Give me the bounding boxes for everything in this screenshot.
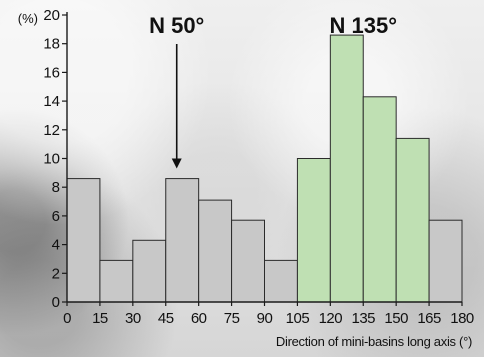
histogram-bar — [296, 158, 331, 303]
y-tick-label: 8 — [52, 179, 60, 196]
x-tick-label: 105 — [286, 310, 310, 327]
y-tick-label: 2 — [52, 265, 60, 282]
y-tick-label: 4 — [52, 237, 60, 254]
x-tick-label: 135 — [351, 310, 375, 327]
histogram-bar — [165, 178, 200, 303]
y-tick-label: 20 — [43, 7, 60, 24]
x-tick-label: 180 — [450, 310, 474, 327]
histogram-bar — [231, 219, 265, 303]
x-tick-label: 150 — [384, 310, 408, 327]
y-axis-label: (%) — [18, 11, 38, 26]
annotation-label: N 50° — [149, 13, 204, 38]
histogram-bar — [395, 137, 430, 303]
histogram-bar — [329, 34, 364, 303]
x-tick-label: 75 — [224, 310, 240, 327]
histogram-bar — [362, 96, 397, 303]
x-tick-label: 120 — [319, 310, 343, 327]
histogram-bar — [132, 239, 167, 303]
x-tick-label: 0 — [63, 310, 71, 327]
x-tick-label: 90 — [257, 310, 273, 327]
histogram-bar — [66, 178, 101, 303]
y-tick-label: 18 — [43, 36, 60, 53]
x-tick-label: 45 — [158, 310, 174, 327]
annotation-arrow-head — [171, 158, 182, 169]
bars — [66, 34, 463, 303]
y-tick-label: 0 — [52, 294, 60, 311]
y-tick-label: 12 — [43, 122, 60, 139]
histogram-bar — [428, 219, 463, 303]
histogram-bar — [264, 259, 298, 303]
annotation-label: N 135° — [329, 13, 397, 38]
axes: 0 2 4 6 8 10 12 14 16 18 20 (%) 0 15 30 45 60 75 90 105 120 1… — [18, 7, 475, 349]
y-tick-label: 16 — [43, 64, 60, 81]
histogram-bar — [198, 199, 233, 303]
x-tick-label: 165 — [417, 310, 441, 327]
y-tick-label: 10 — [43, 151, 60, 168]
histogram-bar — [99, 259, 134, 303]
y-tick-label: 6 — [52, 208, 60, 225]
x-tick-label: 15 — [92, 310, 108, 327]
annotations: N 50° N 135° — [149, 13, 397, 169]
x-tick-label: 60 — [191, 310, 207, 327]
x-tick-label: 30 — [125, 310, 141, 327]
x-axis-label: Direction of mini-basins long axis (°) — [276, 334, 472, 349]
y-tick-label: 14 — [43, 93, 60, 110]
